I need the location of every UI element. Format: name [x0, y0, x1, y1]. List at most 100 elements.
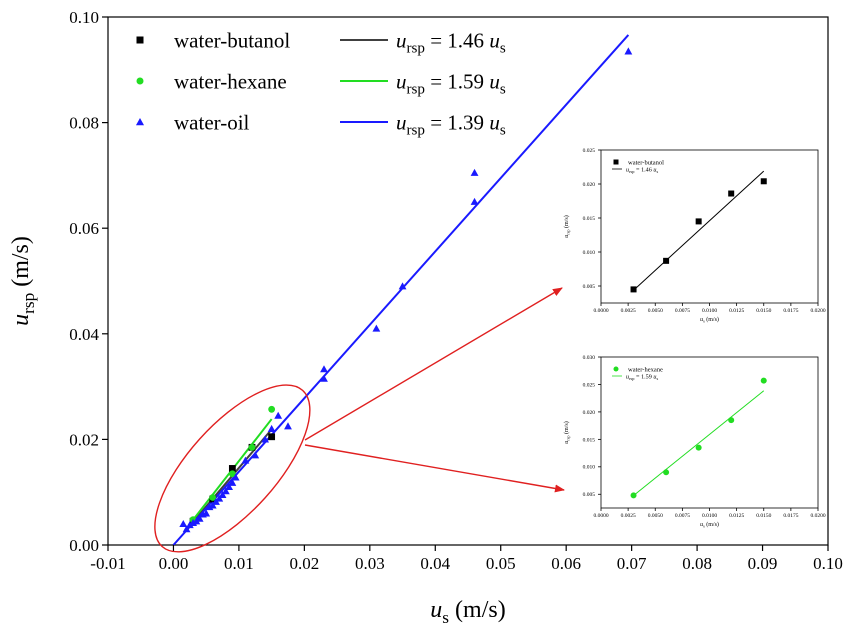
x-tick-label: 0.06 — [551, 554, 581, 573]
y-tick-label: 0.010 — [583, 250, 596, 256]
point-water-oil — [215, 494, 224, 502]
x-tick-label: 0.0200 — [810, 308, 825, 314]
x-tick-label: 0.0075 — [675, 308, 690, 314]
x-tick-label: -0.01 — [90, 554, 125, 573]
inset-hexane: 0.0000 0.0025 0.0050 0.0075 0.0100 0.0125 0.01… — [563, 355, 826, 529]
x-tick-label: 0.0125 — [729, 308, 744, 314]
y-tick-label: 0.015 — [583, 437, 596, 443]
y-axis-label: ursp (m/s) — [563, 215, 571, 237]
point-water-butanol — [760, 178, 767, 185]
legend-label-water-oil: water-oil — [174, 110, 250, 134]
legend-marker-water-hexane — [613, 366, 619, 372]
point-water-hexane — [630, 492, 637, 499]
point-water-butanol — [228, 465, 236, 472]
point-water-oil — [372, 324, 381, 332]
point-water-oil — [274, 411, 283, 419]
x-tick-label: 0.03 — [355, 554, 385, 573]
point-water-hexane — [695, 444, 702, 451]
point-water-oil — [195, 514, 204, 522]
point-water-butanol — [663, 257, 670, 264]
point-water-oil — [320, 365, 328, 373]
y-tick-label: 0.10 — [69, 8, 99, 27]
point-water-oil — [182, 525, 191, 533]
x-axis-label: us (m/s) — [700, 316, 719, 324]
data-layer — [630, 170, 767, 293]
zoom-ellipse — [154, 384, 311, 553]
point-water-oil — [398, 282, 407, 290]
y-axis-label: ursp (m/s) — [8, 236, 38, 326]
point-water-oil — [284, 422, 292, 430]
x-tick-label: 0.09 — [748, 554, 778, 573]
plot-frame — [600, 149, 819, 304]
point-water-oil — [241, 456, 250, 464]
x-tick-label: 0.0200 — [810, 513, 825, 519]
legend-marker-water-hexane — [136, 77, 144, 85]
point-water-oil — [470, 197, 479, 205]
y-tick-label: 0.020 — [583, 410, 596, 416]
point-water-oil — [185, 521, 194, 529]
point-water-hexane — [209, 494, 217, 501]
y-tick-label: 0.015 — [583, 216, 596, 222]
x-tick-label: 0.0025 — [621, 513, 636, 519]
legend-marker-water-butanol — [613, 159, 619, 165]
y-tick-label: 0.005 — [583, 284, 596, 290]
x-tick-label: 0.0150 — [756, 513, 771, 519]
legend-label-water-hexane: water-hexane — [628, 366, 663, 373]
x-tick-label: 0.04 — [420, 554, 450, 573]
x-tick-label: 0.05 — [486, 554, 516, 573]
legend-label-water-butanol: water-butanol — [628, 159, 664, 166]
legend-marker-water-oil — [135, 117, 145, 126]
data-layer — [172, 34, 633, 545]
y-tick-label: 0.08 — [69, 114, 99, 133]
legend-fit-label-water-oil: ursp = 1.39 us — [396, 110, 506, 138]
data-layer — [630, 377, 767, 499]
fit-line-water-butanol — [633, 170, 765, 291]
point-water-hexane — [663, 469, 670, 476]
point-water-hexane — [728, 417, 735, 424]
point-water-oil — [267, 424, 276, 432]
x-tick-label: 0.10 — [813, 554, 843, 573]
point-water-butanol — [695, 218, 702, 225]
point-water-oil — [228, 478, 237, 486]
point-water-oil — [624, 47, 633, 55]
x-tick-label: 0.0050 — [648, 513, 663, 519]
point-water-oil — [470, 168, 479, 176]
arrow-to-inset-1 — [304, 287, 563, 441]
x-tick-label: 0.0100 — [702, 308, 717, 314]
point-water-oil — [261, 435, 270, 443]
point-water-oil — [208, 501, 217, 509]
y-axis-label: ursp (m/s) — [563, 421, 571, 443]
y-tick-label: 0.005 — [583, 492, 596, 498]
legend-marker-water-butanol — [136, 36, 144, 44]
x-tick-label: 0.0175 — [783, 308, 798, 314]
point-water-oil — [218, 490, 227, 498]
x-tick-label: 0.02 — [289, 554, 319, 573]
x-tick-label: 0.0025 — [621, 308, 636, 314]
y-tick-label: 0.02 — [69, 430, 99, 449]
fit-line-water-oil — [172, 34, 630, 545]
x-tick-label: 0.0000 — [593, 308, 608, 314]
y-tick-label: 0.04 — [69, 325, 99, 344]
x-tick-label: 0.0075 — [675, 513, 690, 519]
point-water-oil — [251, 451, 260, 459]
point-water-hexane — [248, 443, 256, 451]
x-tick-label: 0.0175 — [783, 513, 798, 519]
arrow-to-inset-2 — [304, 444, 565, 493]
x-tick-label: 0.0150 — [756, 308, 771, 314]
y-tick-label: 0.06 — [69, 219, 99, 238]
point-water-oil — [179, 519, 188, 528]
y-tick-label: 0.010 — [583, 465, 596, 471]
point-water-butanol — [728, 190, 735, 197]
x-tick-label: 0.0125 — [729, 513, 744, 519]
x-tick-label: 0.00 — [159, 554, 189, 573]
point-water-butanol — [630, 286, 637, 293]
x-tick-label: 0.0000 — [593, 513, 608, 519]
y-tick-label: 0.00 — [69, 536, 99, 555]
legend-fit-label-water-hexane: ursp = 1.59 us — [396, 69, 506, 97]
y-tick-label: 0.020 — [583, 182, 596, 188]
x-tick-label: 0.07 — [617, 554, 647, 573]
point-water-butanol — [268, 433, 276, 441]
legend-fit-label-water-butanol: ursp = 1.46 us — [396, 28, 506, 56]
x-tick-label: 0.0100 — [702, 513, 717, 519]
x-tick-label: 0.01 — [224, 554, 254, 573]
